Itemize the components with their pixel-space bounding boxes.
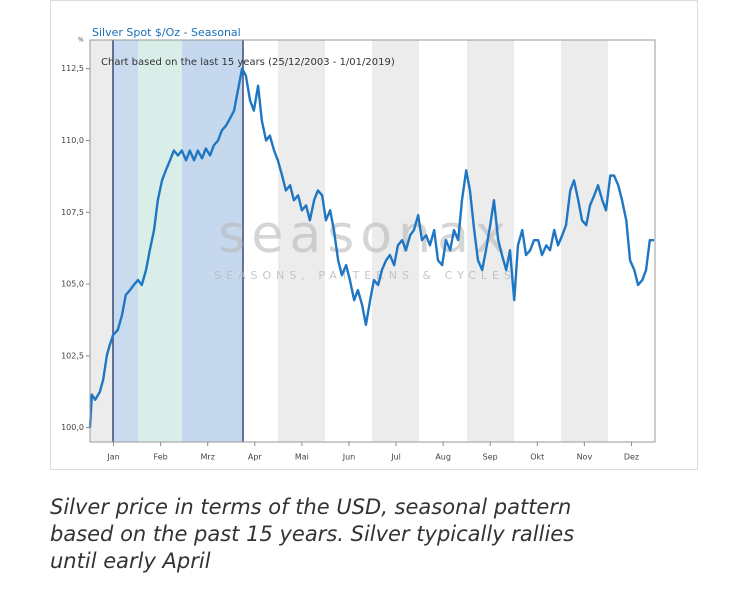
y-tick-label: 100,0: [61, 423, 84, 432]
x-tick-label: Mai: [295, 453, 309, 462]
watermark-tagline: SEASONS, PATTERNS & CYCLES: [214, 269, 516, 282]
caption-line: until early April: [50, 549, 211, 573]
x-tick-label: Jun: [342, 453, 356, 462]
x-tick-label: Sep: [483, 453, 498, 462]
y-tick-label: 107,5: [61, 208, 84, 217]
y-tick-label: 112,5: [61, 64, 84, 73]
x-tick-label: Okt: [530, 453, 544, 462]
x-tick-label: Dez: [624, 453, 639, 462]
x-tick-label: Jul: [390, 453, 401, 462]
x-tick-label: Apr: [248, 453, 263, 462]
x-tick-label: Aug: [435, 453, 451, 462]
caption: Silver price in terms of the USD, season…: [50, 495, 574, 573]
watermark: seasonax: [218, 205, 511, 265]
y-tick-label: 105,0: [61, 280, 84, 289]
season-highlight: [113, 40, 138, 442]
season-highlight: [138, 40, 182, 442]
month-band: [278, 40, 325, 442]
month-band: [90, 40, 113, 442]
chart-title: Silver Spot $/Oz - Seasonal: [92, 26, 241, 39]
chart-subtitle: Chart based on the last 15 years (25/12/…: [101, 57, 395, 68]
month-band: [372, 40, 419, 442]
plot-border: [89, 39, 656, 443]
y-tick-label: 102,5: [61, 351, 84, 360]
axes: 100,0 102,5 105,0 107,5 110,0 112,5 Jan Feb Mrz A…: [61, 64, 655, 462]
season-highlight: [182, 40, 243, 442]
caption-line: based on the past 15 years. Silver typic…: [50, 522, 574, 546]
x-tick-label: Feb: [154, 453, 168, 462]
y-unit: %: [78, 37, 84, 44]
caption-line: Silver price in terms of the USD, season…: [50, 495, 571, 519]
x-tick-label: Jan: [106, 453, 119, 462]
month-band: [561, 40, 608, 442]
x-tick-label: Nov: [577, 453, 593, 462]
y-tick-label: 110,0: [61, 136, 84, 145]
x-tick-label: Mrz: [201, 453, 215, 462]
price-line: [88, 67, 655, 428]
